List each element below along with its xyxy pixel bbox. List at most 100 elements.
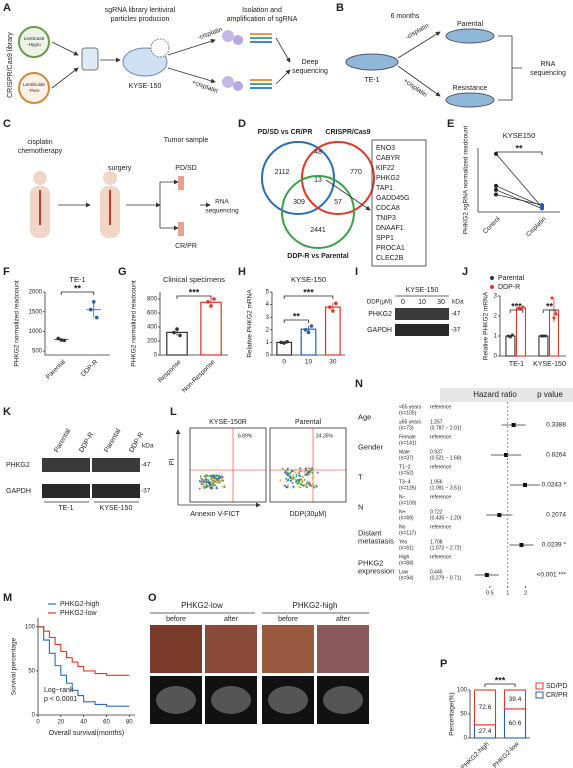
hr-marker	[523, 483, 528, 487]
flow-plots	[175, 427, 347, 508]
label: +cisplatin	[191, 79, 219, 95]
hazard-ratio: 1.708	[430, 539, 443, 545]
label: GAPDH	[367, 327, 392, 334]
variable: expression	[358, 566, 394, 575]
stacked-bar	[473, 689, 497, 726]
data-label: 39.4	[509, 696, 522, 703]
hr-marker	[504, 453, 509, 457]
ci-label: (1.073 − 2.72)	[430, 545, 462, 551]
hazard-ratio: reference	[430, 404, 451, 410]
p-value: 0.3388	[546, 422, 566, 429]
label: -37	[451, 327, 461, 334]
y-tick-label: 800	[147, 297, 158, 303]
label: sequencing	[292, 68, 328, 75]
group-n: (n=61)	[399, 545, 414, 551]
ci-label: (1.091 − 3.51)	[430, 485, 462, 491]
label: PD/SD vs CR/PR	[258, 129, 313, 136]
significance: ***	[303, 287, 314, 297]
label: Parental	[457, 21, 484, 28]
panel-letter: A	[3, 2, 11, 14]
x-tick-label: 1	[506, 590, 509, 596]
point	[331, 309, 335, 313]
label: Deep	[302, 59, 319, 66]
y-tick-label: 200	[147, 339, 158, 345]
label: CR/PR	[175, 243, 197, 250]
group-n: (n=37)	[399, 455, 414, 461]
bracket	[484, 683, 516, 687]
label: DDP(30μM)	[289, 511, 326, 518]
point	[279, 340, 283, 345]
bar	[505, 335, 516, 357]
venn-count: 2441	[310, 227, 326, 234]
x-tick-label: Non-Response	[181, 358, 217, 394]
venn-count: 2112	[274, 169, 289, 176]
pair-line	[495, 185, 543, 207]
label: PHKG2	[368, 311, 392, 318]
y-tick-label: 0	[154, 353, 158, 359]
point	[543, 334, 547, 338]
variable: N	[358, 502, 363, 511]
stacked-bar	[503, 689, 527, 710]
schematic-a	[18, 26, 291, 104]
significance: ***	[189, 287, 200, 297]
hr-marker	[519, 543, 524, 547]
label: chemotherapy	[18, 148, 63, 155]
label: Isolation and	[242, 7, 282, 14]
label: DDP-R vs Parental	[287, 253, 349, 260]
x-tick-label: KYSE-150	[533, 361, 566, 368]
survival-curve	[38, 626, 130, 676]
data-label: 27.4	[479, 728, 492, 735]
x-tick-label: DDP-R	[80, 358, 100, 378]
panel-letter: B	[336, 2, 344, 14]
group: T3−4	[399, 479, 411, 485]
hazard-ratio: 0.937	[430, 449, 443, 455]
group-n: (n=73)	[399, 425, 414, 431]
label: sequencing	[205, 208, 239, 215]
hazard-ratio: reference	[430, 554, 451, 560]
y-tick-label: 3	[494, 294, 498, 300]
gene: KIF22	[376, 165, 395, 172]
x-tick-label: 0	[282, 359, 286, 366]
panel-letter: E	[447, 118, 454, 130]
label: KYSE-150R	[209, 419, 247, 426]
bar	[166, 331, 188, 356]
group-n: (n=117)	[399, 530, 416, 536]
label: Resistance	[453, 85, 488, 92]
group: N−	[399, 494, 406, 500]
y-axis-label: PHKG2 normalized readcount	[14, 280, 21, 367]
group: Male	[399, 449, 410, 455]
label: Parental	[53, 427, 72, 453]
group-n: (n=109)	[399, 500, 417, 506]
point	[56, 336, 61, 341]
images-o	[150, 612, 369, 724]
group-n: (n=141)	[399, 440, 417, 446]
hazard-ratio: reference	[430, 464, 451, 470]
label: RNA	[215, 199, 229, 206]
group: Yes	[399, 539, 408, 545]
gene: CABYR	[376, 155, 400, 162]
header: Hazard ratio	[473, 390, 517, 399]
panel-letter: C	[3, 118, 11, 130]
gene: PROCA1	[376, 245, 405, 252]
label: particles producion	[111, 16, 170, 23]
point	[59, 338, 64, 342]
ci-label: (0.521 − 1.68)	[430, 455, 462, 461]
point	[178, 333, 182, 338]
y-tick-label: 0	[32, 713, 36, 719]
panel-letter: I	[355, 266, 358, 278]
hazard-ratio: 0.445	[430, 569, 443, 575]
schematic-c	[30, 171, 211, 238]
chart-title: KYSE-150	[291, 275, 326, 284]
label: -cisplatin	[197, 26, 224, 41]
group-n: (n=52)	[399, 470, 414, 476]
label: -47	[451, 311, 461, 318]
hr-marker	[484, 573, 489, 577]
venn-d	[261, 139, 427, 267]
label: RNA	[541, 61, 556, 68]
x-tick-label: 30	[329, 359, 337, 366]
bar	[515, 307, 527, 357]
y-axis-label: Relative PHKG2 mRNA	[483, 291, 490, 360]
point	[554, 312, 558, 316]
y-tick-label: 600	[147, 311, 158, 317]
